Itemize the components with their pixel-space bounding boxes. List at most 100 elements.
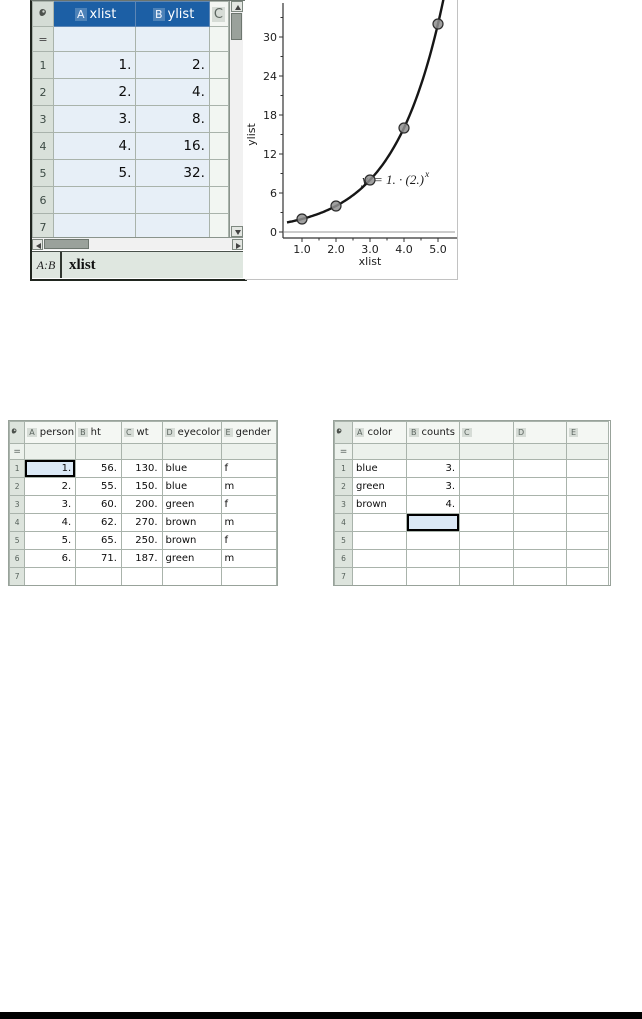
equation-label[interactable]: = 1. · (2.) — [374, 172, 424, 187]
cell-C7[interactable] — [208, 213, 229, 237]
cell-A1[interactable]: 1. — [24, 459, 77, 478]
cell-A2[interactable]: green — [352, 477, 407, 496]
cell-C7[interactable] — [459, 567, 514, 585]
row-header-7[interactable]: 7 — [334, 567, 353, 585]
data-point[interactable] — [432, 18, 444, 30]
cell-A3[interactable]: 3. — [52, 105, 137, 133]
cell-C4[interactable] — [208, 132, 229, 160]
formula-cell-C[interactable] — [120, 443, 163, 460]
cell-D7[interactable] — [161, 567, 222, 585]
row-header-6[interactable]: 6 — [9, 549, 26, 568]
data-point[interactable] — [330, 200, 342, 212]
formula-cell-C[interactable] — [459, 443, 514, 460]
scroll-right-button[interactable] — [232, 239, 243, 250]
cell-C3[interactable] — [208, 105, 229, 133]
cell-B3[interactable]: 8. — [135, 105, 210, 133]
cell-B2[interactable]: 55. — [75, 477, 122, 496]
cell-A7[interactable] — [52, 213, 137, 237]
cell-A1[interactable]: 1. — [52, 51, 137, 79]
cell-A5[interactable]: 5. — [24, 531, 77, 550]
row-header-3[interactable]: 3 — [9, 495, 26, 514]
cell-B6[interactable] — [135, 186, 210, 214]
cell-D2[interactable] — [513, 477, 567, 496]
row-header-2[interactable]: 2 — [32, 78, 54, 106]
cell-E2[interactable]: m — [220, 477, 277, 496]
cell-E5[interactable] — [566, 531, 609, 550]
cell-A3[interactable]: brown — [352, 495, 407, 514]
formula-cell-A[interactable] — [24, 443, 77, 460]
cell-A3[interactable]: 3. — [24, 495, 77, 514]
formula-row-header[interactable]: = — [32, 26, 54, 52]
cell-D1[interactable]: blue — [161, 459, 222, 478]
vertical-scroll-thumb[interactable] — [231, 13, 242, 40]
cell-B1[interactable]: 2. — [135, 51, 210, 79]
cell-A4[interactable]: 4. — [52, 132, 137, 160]
cell-C1[interactable] — [208, 51, 229, 79]
row-header-5[interactable]: 5 — [32, 159, 54, 187]
formula-cell-D[interactable] — [513, 443, 567, 460]
horizontal-scroll-thumb[interactable] — [44, 239, 89, 249]
cell-C3[interactable] — [459, 495, 514, 514]
cell-A4[interactable]: 4. — [24, 513, 77, 532]
cell-C1[interactable]: 130. — [120, 459, 163, 478]
cell-A7[interactable] — [352, 567, 407, 585]
formula-row-header[interactable]: = — [334, 443, 353, 460]
cell-E3[interactable]: f — [220, 495, 277, 514]
cell-B4[interactable]: 16. — [135, 132, 210, 160]
row-header-6[interactable]: 6 — [334, 549, 353, 568]
cell-B1[interactable]: 56. — [75, 459, 122, 478]
cell-C4[interactable]: 270. — [120, 513, 163, 532]
cell-B3[interactable]: 60. — [75, 495, 122, 514]
data-point[interactable] — [296, 213, 308, 225]
cell-C3[interactable]: 200. — [120, 495, 163, 514]
cell-B4[interactable]: 62. — [75, 513, 122, 532]
row-header-7[interactable]: 7 — [9, 567, 26, 585]
row-header-3[interactable]: 3 — [32, 105, 54, 133]
cell-C6[interactable] — [459, 549, 514, 568]
row-header-4[interactable]: 4 — [334, 513, 353, 532]
column-header-D[interactable]: D — [513, 421, 567, 444]
cell-E4[interactable]: m — [220, 513, 277, 532]
row-header-5[interactable]: 5 — [9, 531, 26, 550]
scroll-up-button[interactable] — [231, 1, 243, 12]
cell-C4[interactable] — [459, 513, 514, 532]
cell-A2[interactable]: 2. — [24, 477, 77, 496]
formula-cell-B[interactable] — [75, 443, 122, 460]
cell-D5[interactable] — [513, 531, 567, 550]
cell-D4[interactable] — [513, 513, 567, 532]
cell-C2[interactable]: 150. — [120, 477, 163, 496]
cell-A4[interactable] — [352, 513, 407, 532]
row-header-3[interactable]: 3 — [334, 495, 353, 514]
cell-D3[interactable] — [513, 495, 567, 514]
fit-curve[interactable] — [286, 0, 445, 224]
cell-A6[interactable] — [352, 549, 407, 568]
sheet-corner-cell[interactable] — [32, 1, 54, 27]
row-header-1[interactable]: 1 — [32, 51, 54, 79]
cell-E1[interactable] — [566, 459, 609, 478]
formula-row-header[interactable]: = — [9, 443, 26, 460]
row-header-4[interactable]: 4 — [9, 513, 26, 532]
cell-C1[interactable] — [459, 459, 514, 478]
cell-D5[interactable]: brown — [161, 531, 222, 550]
formula-cell-D[interactable] — [161, 443, 222, 460]
row-header-1[interactable]: 1 — [334, 459, 353, 478]
cell-B2[interactable]: 4. — [135, 78, 210, 106]
cell-E2[interactable] — [566, 477, 609, 496]
cell-C6[interactable]: 187. — [120, 549, 163, 568]
cell-E4[interactable] — [566, 513, 609, 532]
cell-B4[interactable] — [406, 513, 460, 532]
cell-B3[interactable]: 4. — [406, 495, 460, 514]
cell-A6[interactable]: 6. — [24, 549, 77, 568]
formula-cell-B[interactable] — [135, 26, 210, 52]
row-header-2[interactable]: 2 — [334, 477, 353, 496]
row-header-7[interactable]: 7 — [32, 213, 54, 237]
vertical-scrollbar[interactable] — [229, 1, 243, 237]
row-header-6[interactable]: 6 — [32, 186, 54, 214]
cell-C5[interactable] — [208, 159, 229, 187]
row-header-5[interactable]: 5 — [334, 531, 353, 550]
